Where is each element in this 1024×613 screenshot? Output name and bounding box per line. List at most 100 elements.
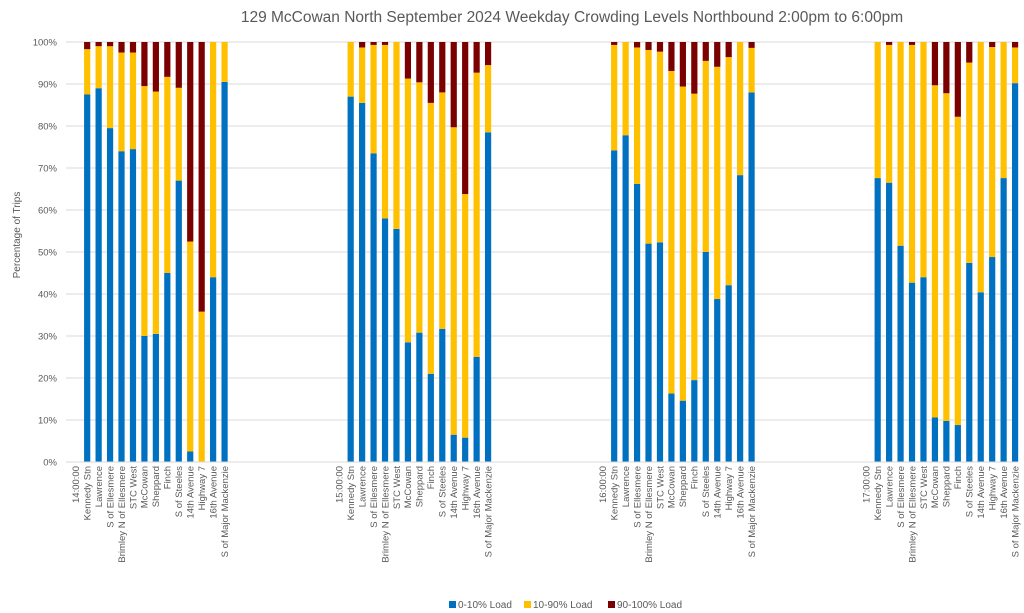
bar-segment-10-90-load bbox=[175, 87, 182, 181]
legend-swatch bbox=[608, 601, 615, 608]
bar-segment-90-100-load bbox=[381, 42, 389, 45]
bar-segment-0-10-load bbox=[152, 333, 159, 462]
bar-segment-0-10-load bbox=[347, 96, 354, 462]
x-tick-label: McCowan bbox=[667, 466, 678, 508]
chart-title: 129 McCowan North September 2024 Weekday… bbox=[241, 9, 903, 26]
x-tick-label: Kennedy Stn bbox=[82, 466, 93, 520]
bar-segment-10-90-load bbox=[977, 42, 984, 293]
bar-segment-10-90-load bbox=[393, 42, 400, 229]
bar-segment-10-90-load bbox=[725, 57, 732, 286]
bar-segment-10-90-load bbox=[633, 47, 641, 184]
bar-segment-90-100-load bbox=[198, 42, 205, 312]
bar-segment-0-10-load bbox=[920, 277, 927, 462]
x-tick-label: 16th Avenue bbox=[208, 466, 219, 519]
x-tick-label: 14th Avenue bbox=[186, 466, 197, 519]
bar-segment-90-100-load bbox=[714, 42, 721, 67]
y-tick-label: 100% bbox=[33, 38, 58, 49]
group-time-label: 15:00:00 bbox=[335, 466, 346, 503]
bar-segment-10-90-load bbox=[106, 46, 114, 129]
bar-group bbox=[874, 42, 1019, 462]
bar-segment-10-90-load bbox=[874, 42, 881, 179]
x-tick-label: Lawrence bbox=[357, 466, 368, 507]
bar-segment-0-10-load bbox=[897, 245, 904, 462]
bar-segment-10-90-load bbox=[714, 66, 721, 300]
bar-segment-90-100-load bbox=[175, 42, 182, 88]
bar-segment-0-10-load bbox=[141, 336, 148, 462]
y-tick-label: 60% bbox=[38, 206, 58, 217]
x-tick-label: S of Major Mackenzie bbox=[483, 466, 494, 557]
bar-segment-90-100-load bbox=[645, 42, 652, 50]
x-tick-label: Finch bbox=[953, 466, 964, 489]
bar-segment-0-10-load bbox=[370, 153, 377, 463]
bar-segment-0-10-load bbox=[633, 183, 641, 462]
bar-segment-90-100-load bbox=[656, 42, 664, 52]
y-tick-label: 20% bbox=[38, 374, 58, 385]
bar-segment-90-100-load bbox=[954, 42, 961, 117]
x-tick-label: S of Ellesmere bbox=[896, 466, 907, 528]
x-tick-label: Brimley N of Ellesmere bbox=[117, 466, 128, 563]
y-tick-label: 80% bbox=[38, 122, 58, 133]
bar-segment-0-10-load bbox=[656, 242, 664, 462]
y-axis-ticks: 0% 10% 20% 30% 40% 50% 60% 70% 80% 90% 100% bbox=[33, 38, 58, 469]
y-tick-label: 90% bbox=[38, 80, 58, 91]
bar-segment-0-10-load bbox=[450, 434, 457, 462]
bar-segment-0-10-load bbox=[886, 182, 893, 462]
x-tick-label: Highway 7 bbox=[460, 466, 471, 510]
bar-segment-10-90-load bbox=[152, 91, 159, 334]
bar-segment-90-100-load bbox=[966, 42, 973, 63]
bar-segment-90-100-load bbox=[931, 42, 939, 86]
bar-segment-10-90-load bbox=[462, 194, 469, 438]
bar-segment-0-10-load bbox=[381, 218, 389, 462]
bar-segment-90-100-load bbox=[84, 42, 91, 50]
bar-segment-10-90-load bbox=[691, 93, 698, 381]
x-tick-label: S of Ellesmere bbox=[369, 466, 380, 528]
bar-segment-10-90-load bbox=[164, 76, 171, 273]
group-time-label: 14:00:00 bbox=[71, 466, 82, 503]
bar-segment-10-90-load bbox=[118, 52, 125, 152]
bar-segment-90-100-load bbox=[725, 42, 732, 58]
bars bbox=[84, 42, 1019, 463]
bar-segment-10-90-load bbox=[1000, 42, 1007, 179]
bar-segment-0-10-load bbox=[622, 135, 629, 463]
bar-segment-10-90-load bbox=[187, 241, 194, 452]
bar-segment-0-10-load bbox=[668, 393, 675, 462]
x-tick-label: Sheppard bbox=[942, 466, 953, 507]
x-tick-label: S of Steeles bbox=[965, 466, 976, 517]
bar-segment-0-10-load bbox=[645, 243, 652, 462]
bar-segment-90-100-load bbox=[668, 42, 675, 71]
bar-segment-0-10-load bbox=[702, 252, 709, 462]
bar-segment-90-100-load bbox=[416, 42, 423, 83]
bar-segment-10-90-load bbox=[931, 85, 939, 418]
x-tick-label: S of Ellesmere bbox=[632, 466, 643, 528]
bar-segment-10-90-load bbox=[370, 44, 377, 154]
x-tick-label: Highway 7 bbox=[197, 466, 208, 510]
bar-segment-90-100-load bbox=[908, 42, 916, 45]
bar-segment-10-90-load bbox=[221, 42, 228, 82]
y-tick-label: 0% bbox=[43, 458, 57, 469]
bar-segment-90-100-load bbox=[164, 42, 171, 77]
x-tick-label: S of Ellesmere bbox=[105, 466, 116, 528]
legend: 0-10% Load 10-90% Load 90-100% Load bbox=[449, 600, 682, 611]
bar-segment-90-100-load bbox=[886, 42, 893, 45]
bar-segment-90-100-load bbox=[118, 42, 125, 53]
bar-segment-0-10-load bbox=[210, 277, 217, 462]
bar-segment-90-100-load bbox=[691, 42, 698, 94]
bar-segment-0-10-load bbox=[439, 328, 446, 462]
x-tick-label: 14th Avenue bbox=[976, 466, 987, 519]
bar-segment-90-100-load bbox=[450, 42, 457, 128]
legend-label: 90-100% Load bbox=[617, 600, 682, 611]
x-axis-labels: 14:00:00 Kennedy Stn Lawrence S of Ellesmer… bbox=[71, 466, 1021, 563]
bar-segment-90-100-load bbox=[1011, 42, 1019, 48]
bar-segment-10-90-load bbox=[966, 62, 973, 263]
bar-segment-0-10-load bbox=[874, 178, 881, 462]
bar-segment-10-90-load bbox=[450, 127, 457, 435]
x-tick-label: S of Steeles bbox=[174, 466, 185, 517]
bar-segment-10-90-load bbox=[702, 60, 709, 253]
x-tick-label: Brimley N of Ellesmere bbox=[380, 466, 391, 563]
legend-swatch bbox=[524, 601, 531, 608]
bar-segment-90-100-load bbox=[370, 42, 377, 45]
bar-segment-10-90-load bbox=[656, 51, 664, 243]
bar-segment-10-90-load bbox=[141, 86, 148, 336]
bar-segment-90-100-load bbox=[439, 42, 446, 93]
